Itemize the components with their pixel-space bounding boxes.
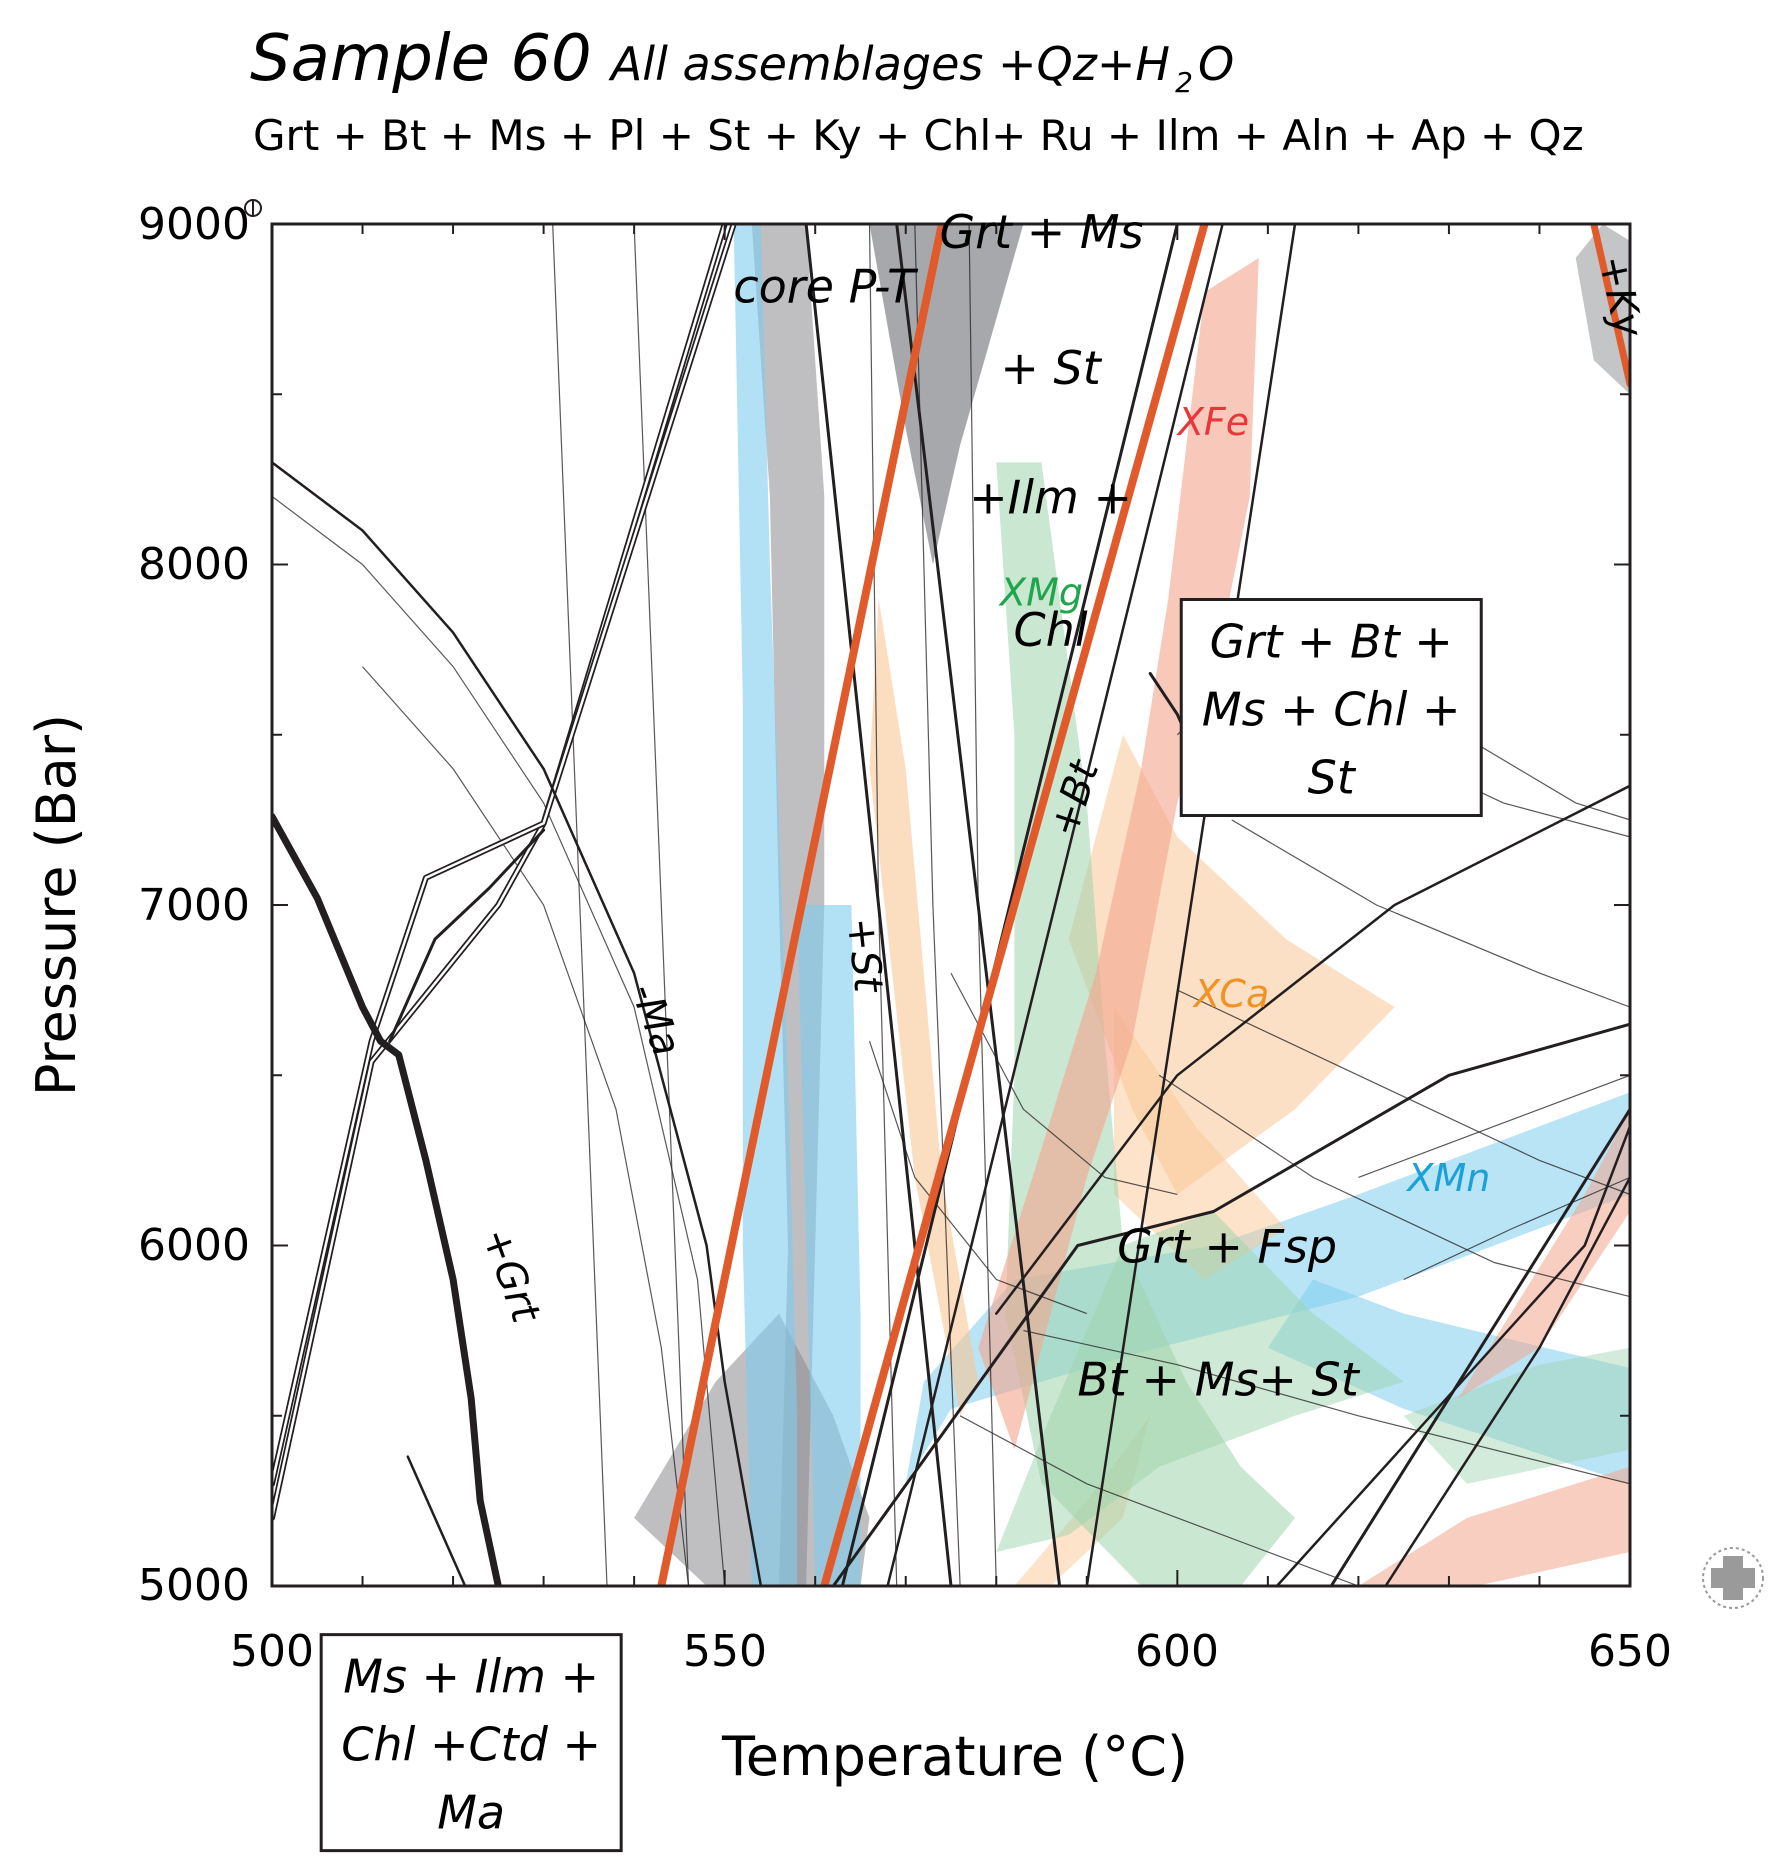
reaction-label: +Grt: [472, 1222, 549, 1330]
composition-band: [797, 905, 861, 1586]
isopleth-line: [1177, 989, 1630, 1195]
reaction-line-bt: [820, 224, 1209, 1586]
x-tick-labels: 500 550 600 650: [230, 1626, 1672, 1677]
reaction-line: [831, 767, 1630, 1586]
reaction-lines: [272, 224, 1630, 1586]
isopleth-line: [1358, 1074, 1630, 1178]
isopleth-line: [959, 1415, 1359, 1586]
title-subtitle-subscript: 2: [1175, 66, 1193, 99]
field-label: Grt + Ms: [940, 205, 1144, 259]
assemblage-box-line: Ms + Chl +: [1202, 683, 1461, 737]
reaction-line-ma: [272, 461, 763, 1586]
assemblage-box-line: Chl +Ctd +: [341, 1718, 601, 1772]
y-tick-label: 9000: [138, 199, 250, 250]
assemblage-box-line: Ma: [437, 1786, 505, 1840]
title-sample: Sample 60: [250, 22, 592, 96]
chart-title: Sample 60 All assemblages +Qz+H 2 O: [250, 22, 1234, 99]
reaction-line: [886, 224, 1224, 1586]
isopleth-line: [633, 224, 690, 1586]
composition-band: [996, 462, 1295, 1586]
y-tick-labels: 9000 8000 7000 6000 5000: [138, 199, 250, 1611]
assemblage-box-line: Ms + Ilm +: [343, 1650, 599, 1704]
assemblage-box: [319, 1633, 623, 1853]
reaction-label: +St: [838, 915, 892, 995]
y-tick-label: 7000: [138, 880, 250, 931]
logo-icon: [1702, 1547, 1764, 1609]
isopleth-line: [272, 495, 726, 1586]
assemblage-box-line: Grt + Bt +: [1210, 615, 1453, 669]
title-subtitle-b: O: [1198, 37, 1234, 91]
reaction-line: [1275, 1125, 1630, 1586]
field-label: Chl: [1014, 603, 1088, 657]
reaction-line-grt: [272, 813, 502, 1586]
assemblage-box-line: St: [1308, 751, 1357, 805]
field-label: core P-T: [733, 259, 919, 313]
isopleth-line: [1023, 1330, 1630, 1485]
isopleth-label: XMg: [998, 570, 1083, 614]
composition-band: [996, 1211, 1404, 1552]
assemblage-box: [1179, 598, 1483, 818]
reaction-line-st: [657, 224, 946, 1586]
y-tick-label: 5000: [138, 1560, 250, 1611]
isopleth-line: [362, 666, 690, 1586]
box-leader-line: [406, 1455, 467, 1586]
reaction-line: [804, 224, 953, 1586]
isopleth-label: XMn: [1405, 1156, 1490, 1200]
x-tick-label: 550: [683, 1626, 767, 1677]
field-label: Grt + Fsp: [1117, 1220, 1337, 1274]
field-labels: core P-T Grt + Ms + St +Ilm + Chl Grt + Fsp Bt…: [319, 205, 1651, 1853]
field-label: Bt + Ms+ St: [1077, 1352, 1360, 1406]
y-axis-label: Pressure (Bar): [25, 714, 88, 1096]
reaction-line-ky: [1590, 224, 1630, 388]
isopleth-label: XFe: [1176, 400, 1249, 444]
isopleth-line: [914, 224, 961, 1586]
composition-band: [1403, 1347, 1630, 1484]
title-subtitle-a: All assemblages +Qz+H: [608, 37, 1170, 91]
isopleth-line: [950, 972, 1178, 1195]
x-tick-label: 500: [230, 1626, 314, 1677]
composition-band: [1358, 1466, 1630, 1586]
assemblage-line: Grt + Bt + Ms + Pl + St + Ky + Chl+ Ru +…: [253, 111, 1584, 160]
corner-mark-icon: [244, 199, 262, 217]
reaction-line: [388, 828, 546, 1043]
y-tick-label: 8000: [138, 539, 250, 590]
reaction-line: [995, 784, 1630, 1315]
composition-band: [869, 598, 979, 1416]
x-tick-label: 650: [1588, 1626, 1672, 1677]
reaction-line: [840, 224, 1179, 1586]
isopleth-line: [1158, 1074, 1630, 1298]
isopleth-line: [1231, 819, 1630, 1008]
isopleth-label: XCa: [1192, 972, 1269, 1016]
reaction-line: [1384, 1176, 1630, 1586]
field-label: + St: [1000, 341, 1102, 395]
composition-bands: [634, 224, 1630, 1586]
reaction-line: [1085, 224, 1297, 1586]
x-tick-label: 600: [1135, 1626, 1219, 1677]
composition-band: [1114, 1007, 1286, 1280]
reaction-line: [1329, 1107, 1630, 1586]
isopleth-line: [1403, 1176, 1630, 1281]
composition-band: [1575, 224, 1630, 395]
axis-ticks: [271, 223, 1631, 1587]
x-axis-label: Temperature (°C): [721, 1725, 1188, 1788]
composition-band: [978, 258, 1259, 1450]
composition-band: [1267, 1279, 1630, 1484]
isopleth-line: [552, 224, 608, 1586]
double-reaction-line-inner: [272, 224, 735, 1486]
y-tick-label: 6000: [138, 1220, 250, 1271]
reaction-line: [895, 224, 1062, 1586]
reaction-label: -Ma: [621, 977, 689, 1062]
field-label: +Ilm +: [969, 470, 1132, 524]
composition-band: [733, 224, 798, 1586]
